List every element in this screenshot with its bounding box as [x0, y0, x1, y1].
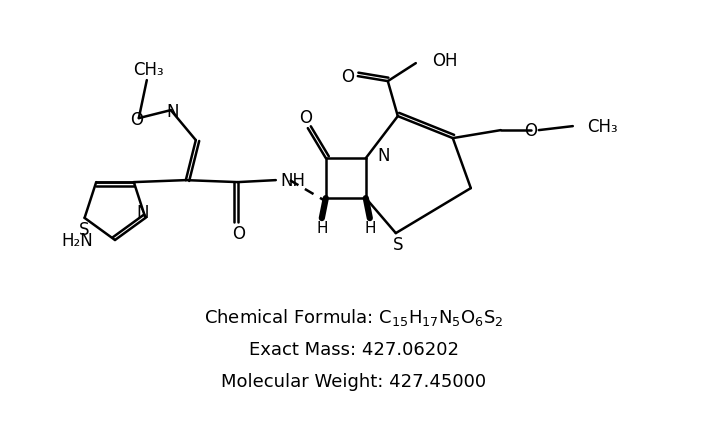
Text: S: S [79, 221, 90, 239]
Text: O: O [525, 122, 537, 140]
Text: OH: OH [432, 52, 457, 70]
Text: O: O [232, 225, 245, 243]
Text: N: N [378, 147, 390, 165]
Text: H: H [316, 221, 328, 236]
Text: NH: NH [281, 172, 306, 190]
Text: Chemical Formula: $\mathregular{C_{15}H_{17}N_5O_6S_2}$: Chemical Formula: $\mathregular{C_{15}H_… [204, 308, 504, 329]
Text: H: H [364, 221, 375, 236]
Text: O: O [341, 68, 354, 86]
Text: S: S [392, 236, 403, 254]
Text: O: O [130, 111, 143, 129]
Text: CH₃: CH₃ [587, 118, 617, 136]
Text: Molecular Weight: 427.45000: Molecular Weight: 427.45000 [222, 373, 486, 391]
Text: N: N [136, 204, 149, 222]
Text: N: N [166, 103, 179, 121]
Text: O: O [299, 109, 312, 127]
Text: H₂N: H₂N [62, 232, 93, 250]
Text: Exact Mass: 427.06202: Exact Mass: 427.06202 [249, 341, 459, 359]
Text: CH₃: CH₃ [134, 61, 164, 79]
